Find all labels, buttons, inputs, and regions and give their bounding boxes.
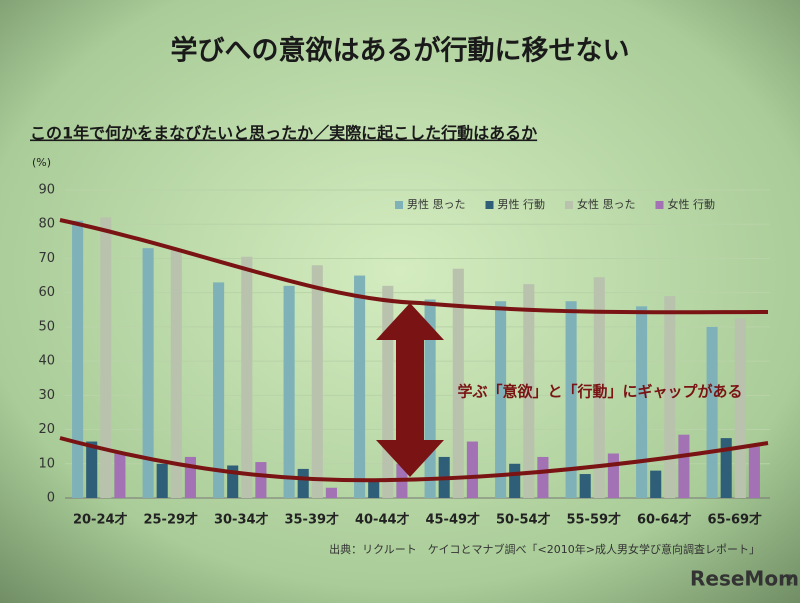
annotation-lines — [59, 218, 769, 483]
y-unit: (%) — [32, 156, 51, 169]
y-tick-label: 0 — [47, 491, 55, 506]
bar — [354, 275, 366, 498]
bar — [748, 446, 760, 498]
bar — [664, 296, 676, 498]
bar — [241, 256, 253, 498]
page-number: 2 — [786, 573, 794, 587]
y-tick-label: 30 — [38, 388, 55, 403]
bar — [382, 285, 394, 498]
y-tick-label: 10 — [38, 456, 55, 471]
y-tick-label: 40 — [38, 354, 55, 369]
bar — [227, 465, 239, 498]
upper-curve — [59, 218, 769, 315]
bar — [706, 326, 718, 498]
bar — [142, 248, 154, 498]
plot: 0 10 20 30 40 50 60 70 80 90 20-24才 25-29才 30-34才 35-… — [38, 183, 770, 528]
bar — [213, 282, 225, 498]
x-tick-label: 45-49才 — [425, 512, 480, 528]
bar — [114, 453, 126, 498]
bar — [170, 249, 182, 498]
bar — [650, 470, 662, 498]
x-tick-label: 65-69才 — [707, 512, 762, 528]
legend-swatch — [565, 201, 573, 209]
bar — [579, 474, 591, 498]
x-tick-label: 35-39才 — [284, 512, 339, 528]
y-tick-label: 50 — [38, 319, 55, 334]
bar — [86, 441, 98, 498]
bar — [156, 463, 168, 498]
bar — [523, 284, 535, 498]
legend-swatch — [395, 201, 403, 209]
bar — [636, 306, 648, 498]
legend-swatch — [655, 201, 664, 209]
x-tick-label: 25-29才 — [143, 512, 198, 528]
x-tick-label: 40-44才 — [355, 512, 410, 528]
bar — [255, 462, 267, 498]
x-tick-label: 30-34才 — [214, 512, 269, 528]
legend-label: 男性 行動 — [498, 197, 546, 211]
annotation: 学ぶ「意欲」と「行動」にギャップがある — [457, 383, 742, 401]
x-tick-label: 20-24才 — [73, 512, 128, 528]
bar — [325, 487, 337, 498]
y-tick-label: 20 — [38, 422, 55, 437]
bar — [720, 438, 732, 498]
bar — [297, 468, 309, 498]
bar — [678, 434, 690, 498]
bar — [100, 217, 112, 498]
logo: ReseMom — [690, 567, 799, 591]
x-tick-label: 50-54才 — [496, 512, 551, 528]
gap-arrow — [376, 303, 444, 477]
x-tick-label: 60-64才 — [637, 512, 692, 528]
source: 出典：リクルート ケイコとマナブ調べ「<2010年>成人男女学び意向調査レポート… — [329, 542, 760, 556]
bar — [509, 463, 521, 498]
lower-curve — [59, 436, 769, 483]
y-tick-label: 80 — [38, 217, 55, 232]
bar — [593, 277, 605, 498]
y-tick-label: 60 — [38, 285, 55, 300]
bar — [72, 220, 84, 499]
chart-title: 学びへの意欲はあるが行動に移せない — [171, 35, 630, 67]
bar — [452, 268, 464, 498]
bar — [368, 480, 380, 498]
bar — [734, 318, 746, 498]
bar — [565, 301, 577, 498]
legend-label: 女性 思った — [577, 197, 636, 211]
bar — [495, 301, 507, 498]
legend-label: 女性 行動 — [668, 197, 716, 211]
chart-subtitle: この1年で何かをまなびたいと思ったか／実際に起こした行動はあるか — [30, 124, 537, 143]
bar — [537, 456, 549, 498]
bar — [466, 441, 478, 498]
y-tick-label: 70 — [38, 251, 55, 266]
bar — [311, 265, 323, 498]
y-tick-label: 90 — [38, 183, 55, 198]
legend-label: 男性 思った — [407, 197, 466, 211]
bar — [283, 285, 295, 498]
bar — [607, 453, 619, 498]
bar — [424, 299, 436, 498]
legend-swatch — [485, 201, 494, 209]
x-tick-label: 55-59才 — [566, 512, 621, 528]
bar — [184, 456, 196, 498]
